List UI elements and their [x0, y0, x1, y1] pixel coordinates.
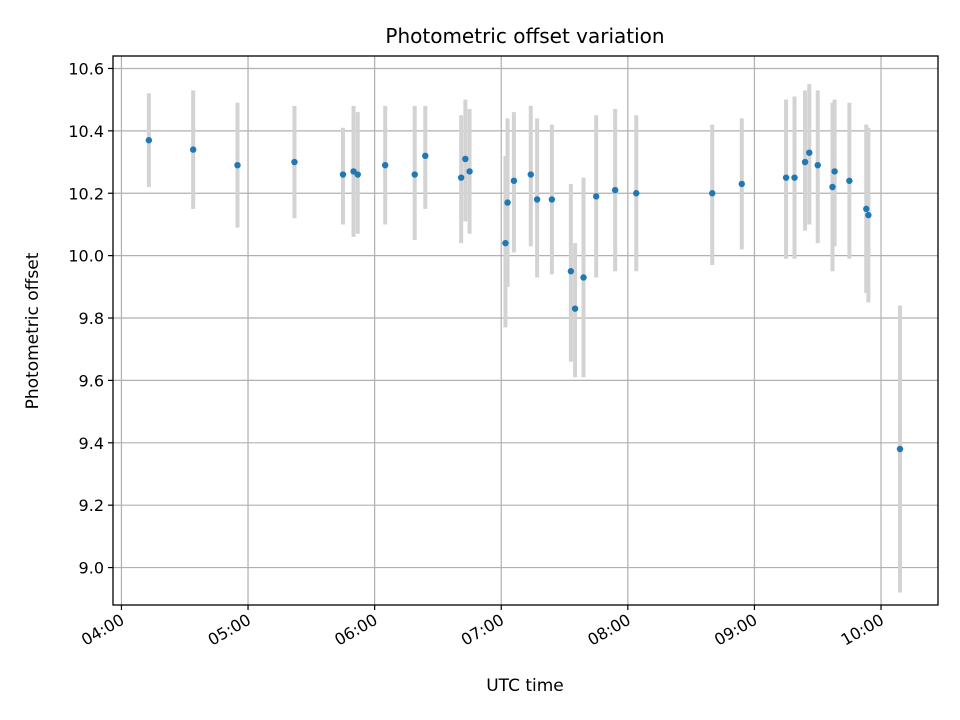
- data-point: [411, 171, 418, 178]
- data-point: [291, 158, 298, 166]
- y-tick-label: 9.8: [79, 309, 104, 328]
- data-point: [527, 171, 534, 178]
- x-tick-label: 05:00: [205, 610, 254, 650]
- data-point: [863, 205, 870, 213]
- data-point: [234, 161, 241, 169]
- data-point: [865, 211, 872, 219]
- data-point: [533, 196, 541, 203]
- data-point: [510, 177, 518, 184]
- data-point: [462, 155, 469, 163]
- data-point: [814, 161, 821, 169]
- data-point: [801, 158, 809, 166]
- data-point: [791, 174, 798, 181]
- x-axis: 04:00 05:00 06:00 07:00 08:00 09:00 10:00: [78, 605, 887, 650]
- x-tick-label: 06:00: [331, 610, 380, 650]
- data-point-layer: [145, 137, 904, 453]
- error-bar-layer: [146, 84, 903, 593]
- x-tick-label: 07:00: [458, 610, 507, 650]
- data-point: [422, 152, 429, 160]
- data-point: [592, 193, 600, 200]
- data-point: [354, 171, 361, 178]
- data-point: [709, 190, 716, 197]
- y-tick-label: 9.4: [79, 434, 104, 453]
- data-point: [846, 177, 853, 184]
- data-point: [502, 239, 509, 247]
- x-tick-label: 08:00: [584, 610, 633, 650]
- data-point: [189, 146, 197, 153]
- x-tick-label: 09:00: [711, 610, 760, 650]
- data-point: [567, 268, 575, 275]
- data-point: [611, 186, 619, 194]
- plot-frame: [112, 55, 939, 606]
- data-point: [806, 149, 813, 156]
- data-point: [548, 196, 556, 203]
- data-point: [580, 274, 587, 281]
- data-point: [504, 199, 511, 206]
- grid-layer: [113, 56, 938, 605]
- data-point: [339, 171, 347, 178]
- y-tick-label: 9.2: [79, 496, 104, 515]
- data-point: [381, 161, 389, 169]
- data-point: [633, 190, 640, 197]
- data-point: [571, 305, 579, 312]
- data-point: [896, 445, 904, 453]
- chart-title: Photometric offset variation: [385, 24, 664, 48]
- data-point: [829, 183, 836, 191]
- y-tick-label: 10.6: [68, 59, 104, 78]
- data-point: [782, 174, 790, 181]
- y-tick-label: 9.6: [79, 371, 104, 390]
- y-tick-label: 9.0: [79, 559, 104, 578]
- x-tick-label: 10:00: [838, 610, 887, 650]
- y-tick-label: 10.0: [68, 247, 104, 266]
- y-tick-label: 10.2: [68, 184, 104, 203]
- y-tick-label: 10.4: [68, 122, 104, 141]
- x-tick-label: 04:00: [78, 610, 127, 650]
- y-axis-label: Photometric offset: [23, 252, 43, 409]
- data-point: [457, 174, 465, 181]
- data-point: [738, 180, 745, 188]
- data-point: [466, 168, 473, 175]
- x-axis-label: UTC time: [486, 676, 564, 696]
- data-point: [831, 168, 838, 175]
- y-axis: 9.0 9.2 9.4 9.6 9.8 10.0 10.2 10.4 10.6: [68, 59, 113, 578]
- data-point: [145, 137, 153, 144]
